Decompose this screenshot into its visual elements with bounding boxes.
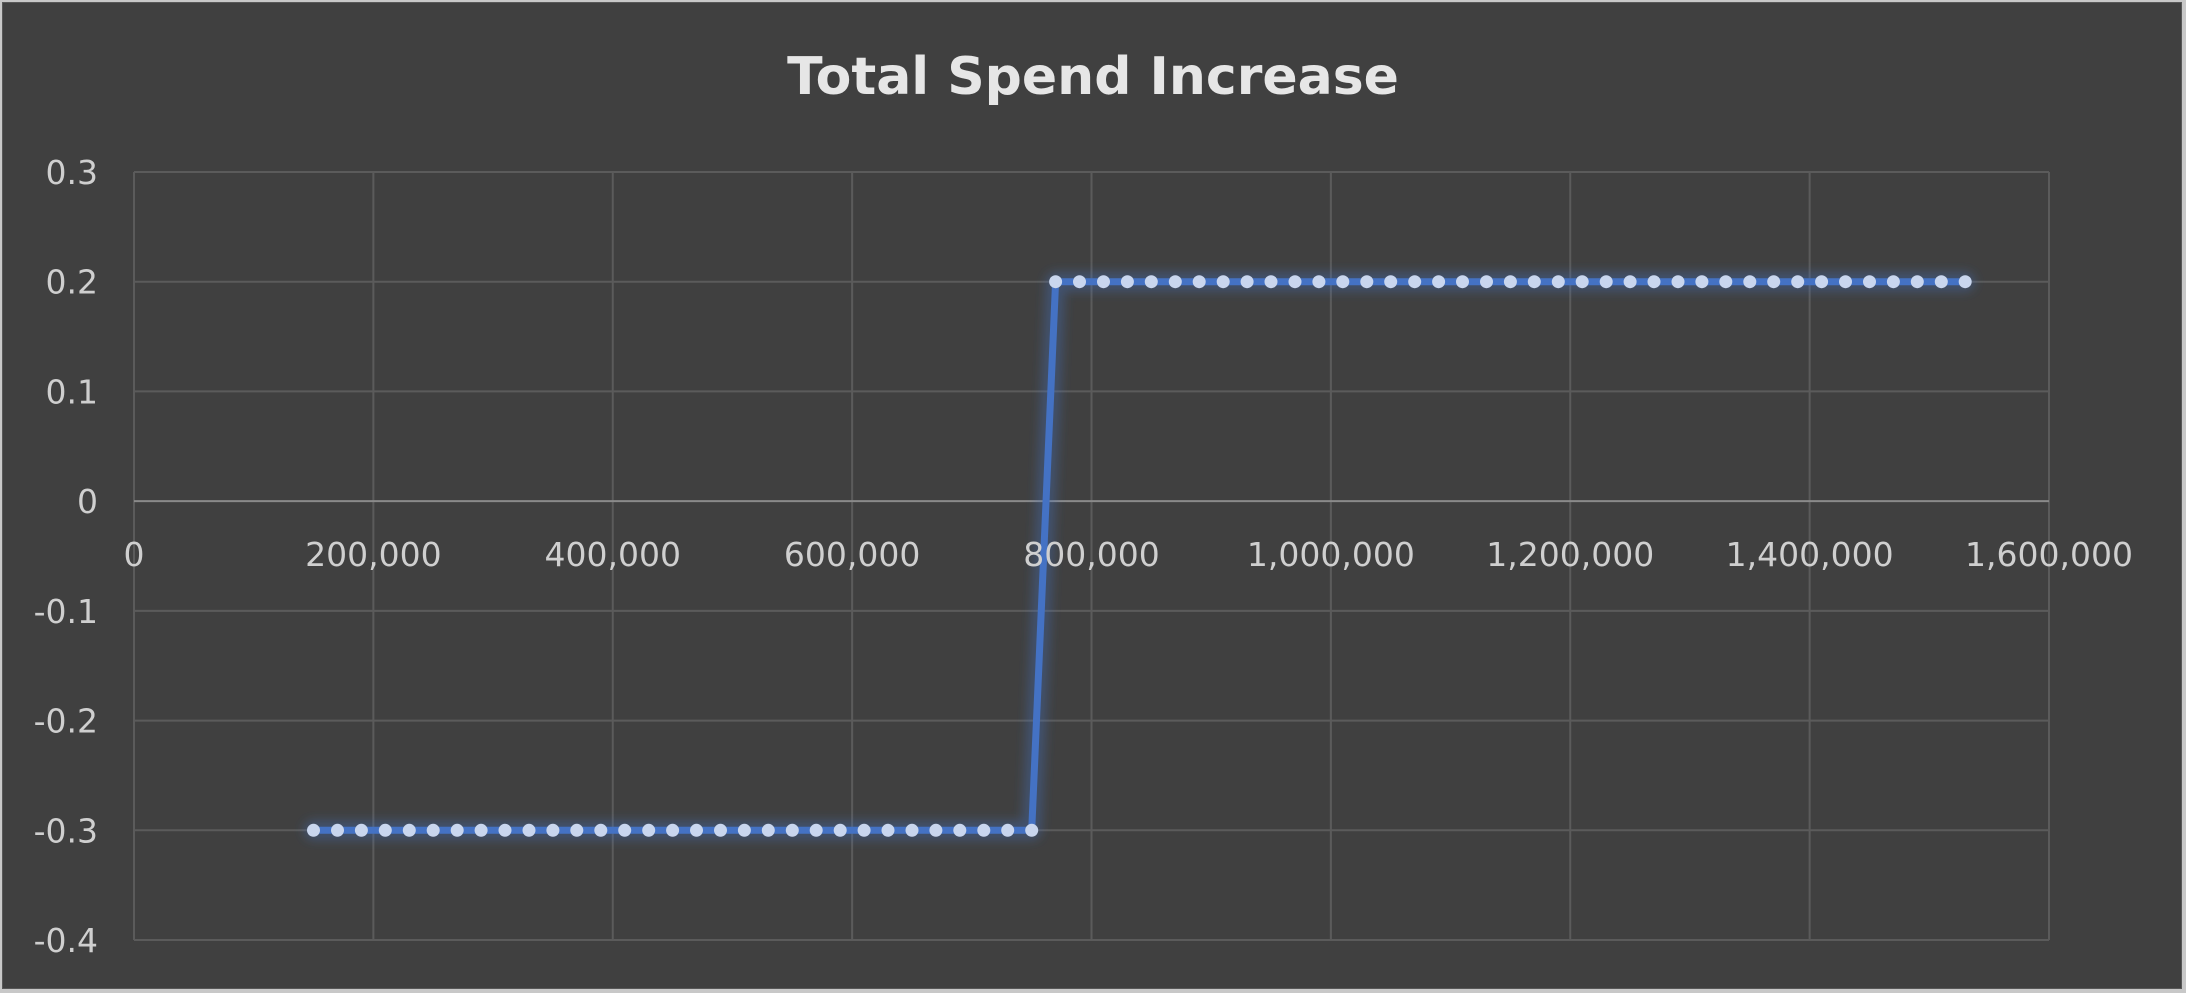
data-point [307,823,320,837]
data-point [594,823,608,837]
data-point [714,823,727,837]
y-tick-label: -0.2 [34,702,98,741]
data-point [1168,275,1182,289]
y-tick-label: 0 [77,482,98,521]
data-point [1815,275,1829,289]
data-point [1456,275,1469,289]
data-point [1312,275,1326,289]
data-point [929,823,943,837]
data-point [785,823,799,837]
data-point [977,823,991,837]
data-point [1623,275,1637,289]
data-point [1719,275,1733,289]
x-tick-label: 200,000 [305,535,441,574]
data-point [1863,275,1876,289]
y-tick-label: 0.3 [46,153,98,192]
data-point [450,823,464,837]
x-tick-label: 1,600,000 [1965,535,2133,574]
y-tick-label: -0.1 [34,592,98,631]
data-point [1097,275,1110,289]
data-point [1025,823,1039,837]
data-point [1336,275,1350,289]
tick-labels: 0.3 0.2 0.1 0 -0.1 -0.2 -0.3 -0.4 0 200,000 400,00… [34,153,2133,960]
data-point [1575,275,1589,289]
y-tick-label: 0.2 [46,263,98,302]
data-point [1910,275,1924,289]
data-point [1192,275,1206,289]
data-point [1671,275,1685,289]
y-tick-label: -0.3 [34,811,98,850]
data-point [1743,275,1757,289]
data-point [1958,275,1972,289]
data-point [1001,823,1015,837]
data-point [1288,275,1302,289]
data-point [1264,275,1278,289]
data-point [737,823,751,837]
data-point [1144,275,1158,289]
data-point [857,823,871,837]
data-point [1240,275,1254,289]
line-chart: Total Spend Increase 0.3 0.2 0.1 0 -0.1 -0.2 -… [34,47,2133,960]
chart-title: Total Spend Increase [787,47,1399,107]
x-tick-label: 1,400,000 [1726,535,1894,574]
data-point [761,823,775,837]
data-point [1216,275,1230,289]
data-point [1432,275,1446,289]
data-point [546,823,560,837]
data-point [522,823,536,837]
data-point [426,823,440,837]
data-point [642,823,656,837]
data-point [809,823,823,837]
data-point [402,823,416,837]
data-point [1647,275,1661,289]
data-point [1384,275,1398,289]
data-point [474,823,488,837]
x-tick-label: 0 [124,535,145,574]
data-point [690,823,703,837]
data-point [1480,275,1493,289]
data-point [618,823,632,837]
data-point [570,823,584,837]
data-point [1503,275,1517,289]
series-line [310,278,1969,834]
x-tick-label: 1,200,000 [1486,535,1654,574]
x-tick-label: 1,000,000 [1247,535,1415,574]
data-point [1695,275,1709,289]
data-point [666,823,680,837]
data-point [1767,275,1781,289]
data-point [1886,275,1900,289]
x-tick-label: 400,000 [545,535,681,574]
x-tick-label: 600,000 [784,535,920,574]
y-tick-label: -0.4 [34,921,98,960]
data-point [1934,275,1948,289]
data-point [1839,275,1852,289]
data-point [905,823,919,837]
data-point [498,823,512,837]
data-point [1408,275,1422,289]
data-point [881,823,895,837]
x-tick-label: 800,000 [1023,535,1159,574]
data-point [1791,275,1805,289]
data-point [1599,275,1613,289]
data-point [354,823,368,837]
data-point [1527,275,1541,289]
data-point [1073,275,1086,289]
data-point [1551,275,1565,289]
series [303,271,1976,841]
data-point [1049,275,1063,289]
data-point [833,823,847,837]
data-point [1360,275,1374,289]
y-tick-label: 0.1 [46,372,98,411]
data-point [1120,275,1134,289]
data-point [953,823,967,837]
data-point [331,823,344,837]
data-point [378,823,392,837]
